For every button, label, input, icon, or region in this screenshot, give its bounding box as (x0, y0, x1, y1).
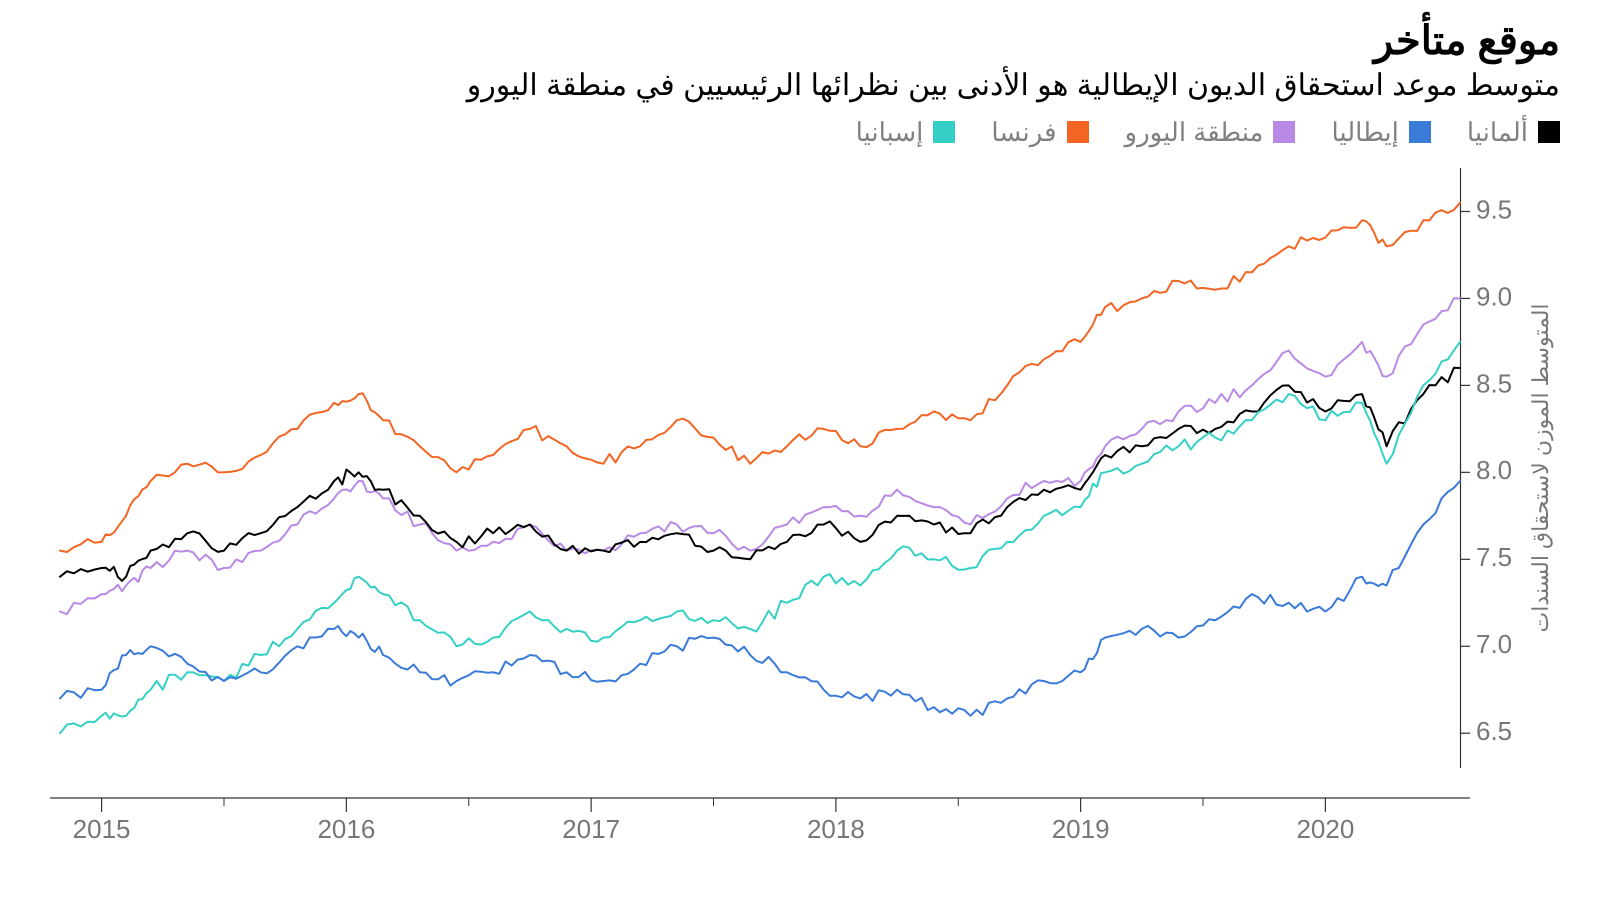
x-tick-label: 2019 (1052, 814, 1110, 844)
y-tick-label: 9.0 (1476, 281, 1512, 311)
y-tick-label: 8.5 (1476, 368, 1512, 398)
legend: ألمانيا إيطاليا منطقة اليورو فرنسا إسبانيا (40, 117, 1560, 148)
plot-area: 6.5 7.0 7.5 8.0 8.5 9.0 9.5 المتوسط الموزن لاست… (50, 168, 1554, 844)
legend-swatch-france (1067, 121, 1089, 143)
series-germany (60, 367, 1460, 580)
series-eurozone (60, 298, 1460, 614)
series-italy (60, 481, 1460, 716)
legend-label-italy: إيطاليا (1331, 117, 1398, 148)
legend-swatch-eurozone (1273, 121, 1295, 143)
legend-item-italy: إيطاليا (1331, 117, 1430, 148)
chart-area: 6.5 7.0 7.5 8.0 8.5 9.0 9.5 المتوسط الموزن لاست… (40, 158, 1560, 858)
legend-item-germany: ألمانيا (1467, 117, 1560, 148)
x-tick-label: 2015 (73, 814, 131, 844)
series-france (60, 202, 1460, 551)
y-tick-label: 9.5 (1476, 194, 1512, 224)
legend-item-france: فرنسا (991, 117, 1088, 148)
y-tick-label: 7.5 (1476, 542, 1512, 572)
chart-title: موقع متأخر (40, 18, 1560, 64)
series-spain (60, 341, 1460, 732)
x-tick-label: 2018 (807, 814, 865, 844)
legend-label-germany: ألمانيا (1467, 117, 1528, 148)
x-tick-label: 2017 (562, 814, 620, 844)
legend-item-spain: إسبانيا (856, 117, 956, 148)
y-tick-label: 6.5 (1476, 716, 1512, 746)
x-tick-label: 2020 (1296, 814, 1354, 844)
legend-swatch-germany (1538, 121, 1560, 143)
legend-item-eurozone: منطقة اليورو (1125, 117, 1296, 148)
y-tick-label: 7.0 (1476, 629, 1512, 659)
legend-label-france: فرنسا (991, 117, 1056, 148)
legend-swatch-spain (933, 121, 955, 143)
y-tick-label: 8.0 (1476, 455, 1512, 485)
legend-label-eurozone: منطقة اليورو (1125, 117, 1264, 148)
line-chart: 6.5 7.0 7.5 8.0 8.5 9.0 9.5 المتوسط الموزن لاست… (40, 158, 1560, 858)
y-axis-title: المتوسط الموزن لاستحقاق السندات (1528, 303, 1554, 632)
legend-label-spain: إسبانيا (856, 117, 924, 148)
x-tick-label: 2016 (317, 814, 375, 844)
chart-subtitle: متوسط موعد استحقاق الديون الإيطالية هو ا… (40, 66, 1560, 107)
legend-swatch-italy (1409, 121, 1431, 143)
